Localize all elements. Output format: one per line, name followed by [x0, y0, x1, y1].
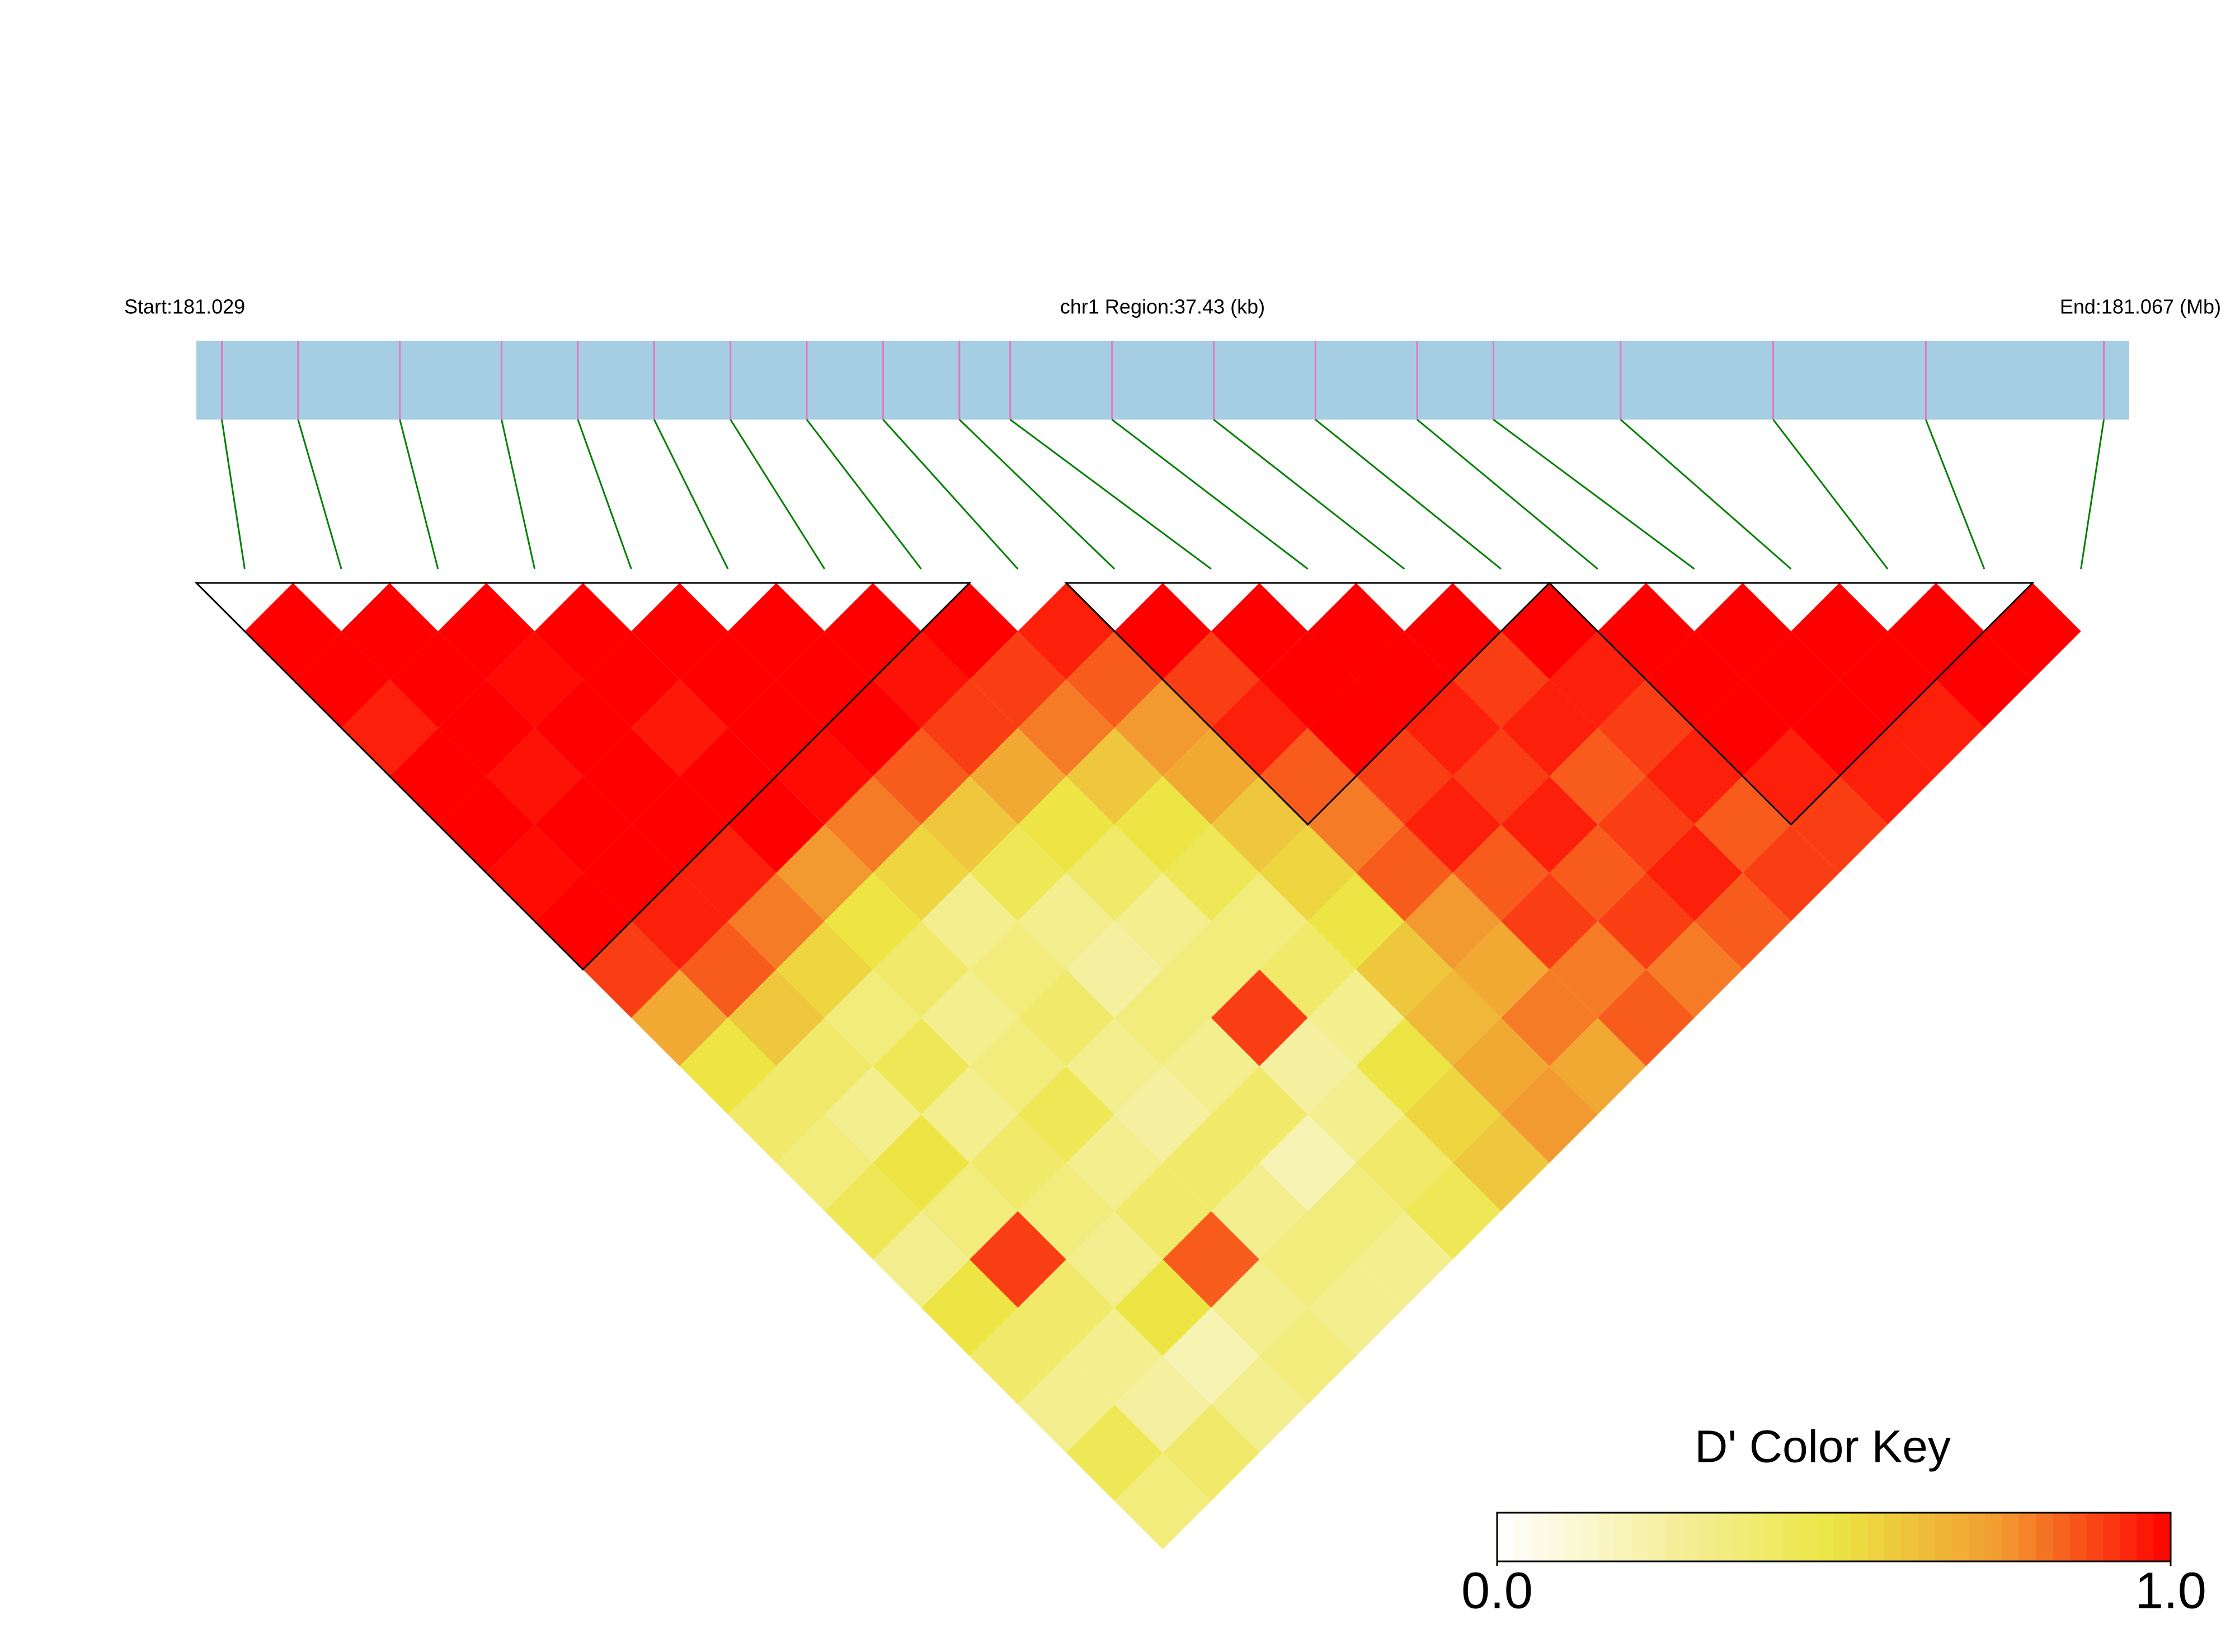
snp-connector [501, 419, 536, 570]
key-swatch [2153, 1513, 2171, 1561]
key-swatch [2086, 1513, 2104, 1561]
snp-connector [958, 418, 1116, 570]
snp-connector [653, 419, 729, 570]
key-swatch [2019, 1513, 2037, 1561]
key-swatch [1682, 1513, 1700, 1561]
key-swatch [2002, 1513, 2020, 1561]
snp-connector [399, 419, 439, 570]
snp-connector [577, 419, 632, 570]
key-swatch [1867, 1513, 1885, 1561]
snp-connector [2080, 419, 2105, 570]
key-swatch [1497, 1513, 1515, 1561]
snp-connector [806, 419, 922, 570]
region-label: chr1 Region:37.43 (kb) [1060, 295, 1265, 318]
key-swatch [2120, 1513, 2138, 1561]
snp-connector [1925, 419, 1985, 570]
start-label: Start:181.029 [124, 295, 245, 318]
key-swatch [1918, 1513, 1936, 1561]
snp-connector [730, 419, 826, 570]
snp-connector [1417, 418, 1598, 570]
snp-connector [1315, 418, 1502, 570]
key-swatch [1531, 1513, 1549, 1561]
snp-connector [1213, 418, 1405, 570]
key-title: D' Color Key [1695, 1422, 1951, 1472]
key-frame [1496, 1512, 2172, 1562]
key-swatch [1749, 1513, 1767, 1561]
key-swatch [1985, 1513, 2003, 1561]
key-swatch [1615, 1513, 1632, 1561]
snp-connector [882, 418, 1019, 570]
key-swatch [1581, 1513, 1599, 1561]
key-swatch [1817, 1513, 1834, 1561]
snp-connector [1493, 418, 1695, 570]
key-swatch [1766, 1513, 1784, 1561]
key-tick-label: 0.0 [1461, 1562, 1533, 1619]
key-swatch [1851, 1513, 1869, 1561]
key-tick-label: 1.0 [2135, 1562, 2206, 1619]
key-swatch [1699, 1513, 1717, 1561]
key-swatch [2103, 1513, 2121, 1561]
snp-connector [220, 419, 246, 570]
key-swatch [1631, 1513, 1649, 1561]
key-swatch [1648, 1513, 1666, 1561]
key-swatch [1733, 1513, 1751, 1561]
key-swatch [2069, 1513, 2087, 1561]
key-swatch [1968, 1513, 1986, 1561]
ld-block-outline [1547, 582, 2035, 826]
key-swatch [1884, 1513, 1902, 1561]
snp-connector [297, 419, 342, 570]
key-swatch [1935, 1513, 1952, 1561]
position-bar [196, 341, 2129, 420]
key-swatch [1564, 1513, 1582, 1561]
key-swatch [1514, 1513, 1532, 1561]
key-swatch [1665, 1513, 1683, 1561]
key-swatch [1800, 1513, 1818, 1561]
key-swatch [2053, 1513, 2071, 1561]
end-label: End:181.067 (Mb) [2060, 295, 2221, 318]
key-swatch [2137, 1513, 2154, 1561]
snp-connector [1111, 418, 1309, 570]
key-swatch [1834, 1513, 1852, 1561]
ld-block-outline [194, 582, 972, 971]
snp-connector [1009, 418, 1212, 570]
key-swatch [1716, 1513, 1734, 1561]
ld-block-outline [1064, 582, 1552, 826]
key-swatch [1783, 1513, 1801, 1561]
key-swatch [1951, 1513, 1969, 1561]
key-swatch [2036, 1513, 2054, 1561]
key-swatch [1547, 1513, 1565, 1561]
snp-connector [1620, 418, 1792, 570]
key-swatch [1598, 1513, 1616, 1561]
key-swatch [1901, 1513, 1919, 1561]
snp-connector [1772, 419, 1889, 570]
